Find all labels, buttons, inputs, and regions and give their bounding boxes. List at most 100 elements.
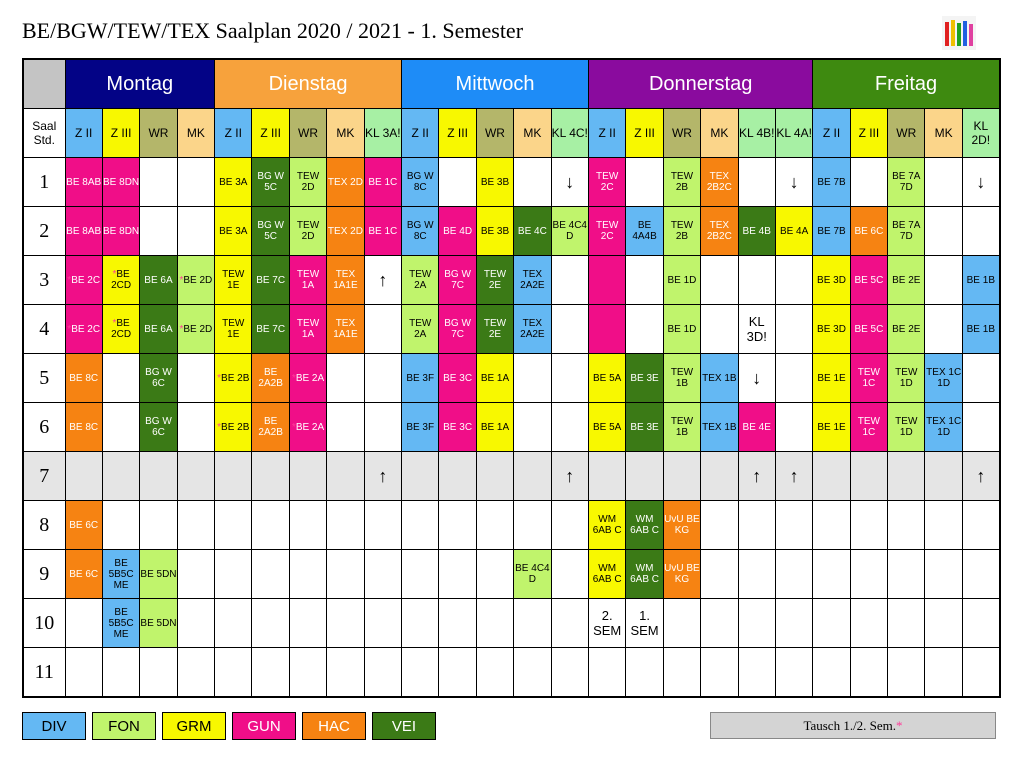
schedule-cell [961, 402, 1001, 452]
schedule-cell [401, 500, 440, 550]
schedule-cell [513, 598, 552, 648]
schedule-cell [662, 647, 702, 698]
room-header: Z II [214, 108, 253, 158]
schedule-cell [961, 598, 1001, 648]
schedule-cell [924, 647, 963, 698]
lesson-number: 6 [22, 402, 66, 452]
schedule-cell [887, 549, 926, 599]
schedule-cell [550, 255, 589, 305]
schedule-cell [587, 304, 627, 354]
room-header: WR [288, 108, 328, 158]
schedule-cell [849, 549, 889, 599]
schedule-cell: BE 7A 7D [887, 206, 926, 256]
legend-hac: HAC [302, 712, 366, 740]
schedule-cell: BE 4B [737, 206, 776, 256]
schedule-cell: TEX 1C 1D [924, 353, 963, 403]
schedule-cell [176, 500, 216, 550]
schedule-cell [774, 304, 814, 354]
schedule-cell [363, 353, 403, 403]
schedule-cell: WM 6AB C [587, 549, 627, 599]
schedule-cell [924, 598, 963, 648]
schedule-cell: BG W 5C [251, 206, 290, 256]
schedule-cell: BE 3E [625, 353, 664, 403]
schedule-cell: BE 4A4B [625, 206, 664, 256]
schedule-cell [438, 500, 477, 550]
arrow-up-icon: ↑ [961, 451, 1001, 501]
room-header: Z III [849, 108, 889, 158]
schedule-cell [774, 647, 814, 698]
schedule-cell: *BE 2CD [101, 255, 141, 305]
schedule-cell [326, 549, 365, 599]
schedule-cell [550, 549, 589, 599]
schedule-cell: BE 2A2B [251, 353, 290, 403]
schedule-cell [176, 353, 216, 403]
schedule-cell [401, 647, 440, 698]
schedule-cell: BE 6C [64, 500, 103, 550]
schedule-cell [64, 451, 103, 501]
room-header: Z II [401, 108, 440, 158]
schedule-cell [550, 353, 589, 403]
schedule-cell [101, 402, 141, 452]
schedule-cell [587, 451, 627, 501]
schedule-cell [363, 647, 403, 698]
schedule-cell [139, 647, 178, 698]
schedule-cell: *BE 2CD [101, 304, 141, 354]
page-title: BE/BGW/TEW/TEX Saalplan 2020 / 2021 - 1.… [22, 18, 524, 43]
schedule-cell [101, 500, 141, 550]
schedule-cell: TEX 2B2C [700, 206, 739, 256]
schedule-cell [438, 598, 477, 648]
schedule-cell [475, 451, 515, 501]
arrow-down-icon: ↓ [774, 157, 814, 207]
schedule-cell [251, 500, 290, 550]
schedule-cell [513, 353, 552, 403]
schedule-cell [737, 157, 776, 207]
lesson-number: 11 [22, 647, 66, 698]
schedule-cell [101, 647, 141, 698]
schedule-cell [326, 647, 365, 698]
schedule-cell [924, 157, 963, 207]
schedule-cell [363, 304, 403, 354]
schedule-cell [625, 157, 664, 207]
schedule-cell: UvU BE KG [662, 549, 702, 599]
schedule-cell [924, 549, 963, 599]
schedule-cell: BE 3D [812, 304, 851, 354]
schedule-cell [214, 549, 253, 599]
swap-note-text: Tausch 1./2. Sem. [803, 717, 897, 733]
schedule-cell: BE 2E [887, 304, 926, 354]
schedule-cell [214, 647, 253, 698]
schedule-cell: TEW 2C [587, 157, 627, 207]
arrow-up-icon: ↑ [363, 255, 403, 305]
schedule-cell: TEW 2A [401, 304, 440, 354]
schedule-cell [214, 598, 253, 648]
schedule-cell: 1. SEM [625, 598, 664, 648]
schedule-cell: TEX 1B [700, 402, 739, 452]
schedule-cell: BE 5C [849, 304, 889, 354]
schedule-cell: BE 5DN [139, 549, 178, 599]
schedule-cell: TEX 1A1E [326, 304, 365, 354]
schedule-cell: BE 4D [438, 206, 477, 256]
lesson-number: 5 [22, 353, 66, 403]
schedule-cell: BE 3A [214, 206, 253, 256]
schedule-cell: BG W 7C [438, 255, 477, 305]
schedule-cell: TEW 2A [401, 255, 440, 305]
schedule-cell [961, 500, 1001, 550]
schedule-cell [101, 353, 141, 403]
schedule-cell [326, 451, 365, 501]
schedule-cell: *BE 2C [64, 255, 103, 305]
schedule-cell [176, 402, 216, 452]
schedule-cell [438, 549, 477, 599]
schedule-cell [737, 647, 776, 698]
schedule-cell [101, 451, 141, 501]
schedule-cell: BE 6A [139, 304, 178, 354]
legend-vei: VEI [372, 712, 436, 740]
schedule-cell [326, 500, 365, 550]
schedule-cell [550, 402, 589, 452]
schedule-cell [288, 451, 328, 501]
schedule-cell [176, 549, 216, 599]
schedule-cell: BE 5B5C ME [101, 549, 141, 599]
lesson-number: 1 [22, 157, 66, 207]
schedule-cell [849, 157, 889, 207]
schedule-cell [438, 451, 477, 501]
schedule-cell [774, 353, 814, 403]
schedule-cell: BE 6C [64, 549, 103, 599]
